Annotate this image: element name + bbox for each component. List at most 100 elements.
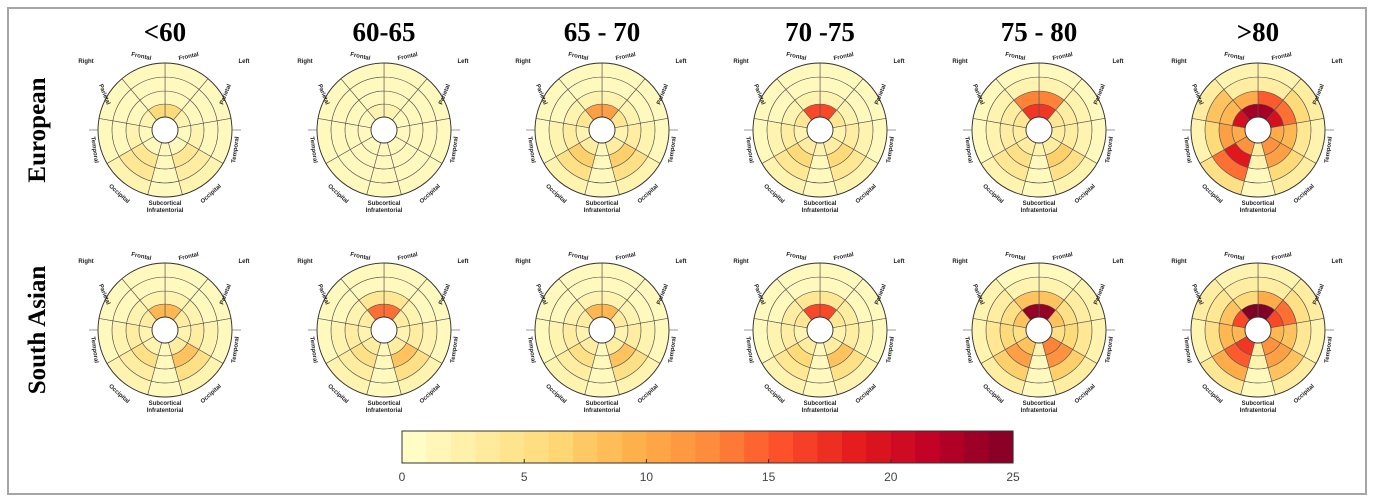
column-title: 60-65 bbox=[353, 17, 416, 47]
lobe-label: Left bbox=[1113, 59, 1124, 65]
lobe-label: Temporal bbox=[1105, 336, 1115, 363]
colorbar-tick-label: 0 bbox=[399, 470, 406, 484]
lobe-label: Frontal bbox=[1005, 52, 1026, 62]
colorbar: 0 5 10 15 20 25 bbox=[399, 430, 1020, 484]
bullseye-cell bbox=[587, 167, 617, 184]
lobe-label: Left bbox=[676, 259, 687, 265]
bullseye-cell bbox=[369, 367, 399, 384]
lobe-label: Subcortical bbox=[804, 401, 837, 407]
lobe-label: Right bbox=[78, 259, 93, 265]
lobe-label: Right bbox=[733, 59, 748, 65]
colorbar-cell bbox=[695, 431, 721, 463]
colorbar-cell bbox=[890, 431, 916, 463]
bullseye-cell bbox=[802, 180, 838, 198]
lobe-label: Infratentorial bbox=[1240, 208, 1277, 214]
lobe-label: Temporal bbox=[450, 336, 460, 363]
lobe-label: Frontal bbox=[397, 252, 418, 262]
lobe-label: Temporal bbox=[89, 336, 99, 363]
center-hole bbox=[1244, 116, 1272, 144]
lobe-label: Frontal bbox=[786, 252, 807, 262]
bullseye-cell bbox=[584, 180, 620, 198]
lobe-label: Occipital bbox=[419, 183, 442, 205]
colorbar-tick-label: 15 bbox=[762, 470, 776, 484]
lobe-label: Occipital bbox=[1200, 384, 1223, 406]
lobe-label: Temporal bbox=[1182, 336, 1192, 363]
colorbar-cell bbox=[719, 431, 745, 463]
lobe-label: Infratentorial bbox=[366, 208, 403, 214]
lobe-label: Occipital bbox=[981, 184, 1004, 206]
colorbar-tick-label: 25 bbox=[1006, 470, 1020, 484]
lobe-label: Frontal bbox=[1224, 52, 1245, 62]
bullseye-cell bbox=[1021, 180, 1057, 198]
colorbar-cell bbox=[402, 431, 428, 463]
lobe-label: Temporal bbox=[963, 136, 973, 163]
lobe-label: Subcortical bbox=[1023, 401, 1056, 407]
bullseye-cell bbox=[1024, 167, 1054, 184]
lobe-label: Frontal bbox=[1052, 52, 1073, 62]
center-hole bbox=[1244, 316, 1272, 344]
lobe-label: Frontal bbox=[568, 252, 589, 262]
lobe-label: Occipital bbox=[855, 383, 878, 405]
column-title: 70 -75 bbox=[785, 17, 855, 47]
bullseye-cell bbox=[150, 167, 180, 184]
center-hole bbox=[588, 316, 616, 344]
colorbar-cell bbox=[450, 431, 476, 463]
column-title: >80 bbox=[1237, 17, 1279, 47]
lobe-label: Occipital bbox=[544, 384, 567, 406]
bullseye-cell bbox=[366, 180, 402, 198]
lobe-label: Temporal bbox=[886, 336, 896, 363]
colorbar-cell bbox=[524, 431, 550, 463]
colorbar-cell bbox=[573, 431, 599, 463]
lobe-label: Infratentorial bbox=[1021, 408, 1058, 414]
lobe-label: Occipital bbox=[326, 384, 349, 406]
lobe-label: Right bbox=[78, 59, 93, 65]
lobe-label: Frontal bbox=[1005, 252, 1026, 262]
colorbar-cell bbox=[817, 431, 843, 463]
colorbar-cell bbox=[793, 431, 819, 463]
colorbar-cell bbox=[939, 431, 965, 463]
bullseye-cell bbox=[587, 367, 617, 384]
lobe-label: Subcortical bbox=[586, 201, 619, 207]
lobe-label: Temporal bbox=[668, 336, 678, 363]
bullseye-cell bbox=[805, 367, 835, 384]
lobe-label: Subcortical bbox=[586, 401, 619, 407]
lobe-label: Temporal bbox=[1105, 136, 1115, 163]
lobe-label: Infratentorial bbox=[584, 208, 621, 214]
lobe-label: Occipital bbox=[1293, 183, 1316, 205]
lobe-label: Infratentorial bbox=[147, 408, 184, 414]
lobe-label: Occipital bbox=[855, 183, 878, 205]
lobe-label: Temporal bbox=[886, 136, 896, 163]
lobe-label: Temporal bbox=[526, 336, 536, 363]
row-title: South Asian bbox=[24, 266, 51, 395]
lobe-label: Right bbox=[1171, 59, 1186, 65]
lobe-label: Infratentorial bbox=[147, 208, 184, 214]
colorbar-tick-label: 10 bbox=[640, 470, 654, 484]
lobe-label: Left bbox=[1113, 259, 1124, 265]
center-hole bbox=[370, 316, 398, 344]
lobe-label: Temporal bbox=[1324, 336, 1334, 363]
lobe-label: Temporal bbox=[526, 136, 536, 163]
lobe-label: Temporal bbox=[744, 136, 754, 163]
lobe-label: Temporal bbox=[231, 136, 241, 163]
colorbar-cell bbox=[548, 431, 574, 463]
lobe-label: Subcortical bbox=[149, 201, 182, 207]
bullseye-cell bbox=[1024, 367, 1054, 384]
lobe-label: Left bbox=[239, 59, 250, 65]
lobe-label: Frontal bbox=[397, 52, 418, 62]
colorbar-cell bbox=[475, 431, 501, 463]
lobe-label: Frontal bbox=[131, 52, 152, 62]
lobe-label: Occipital bbox=[1293, 383, 1316, 405]
lobe-label: Subcortical bbox=[1023, 201, 1056, 207]
bullseye-cell bbox=[147, 380, 183, 398]
lobe-label: Occipital bbox=[1200, 184, 1223, 206]
center-hole bbox=[806, 316, 834, 344]
center-hole bbox=[1025, 316, 1053, 344]
bullseye-cell bbox=[147, 180, 183, 198]
